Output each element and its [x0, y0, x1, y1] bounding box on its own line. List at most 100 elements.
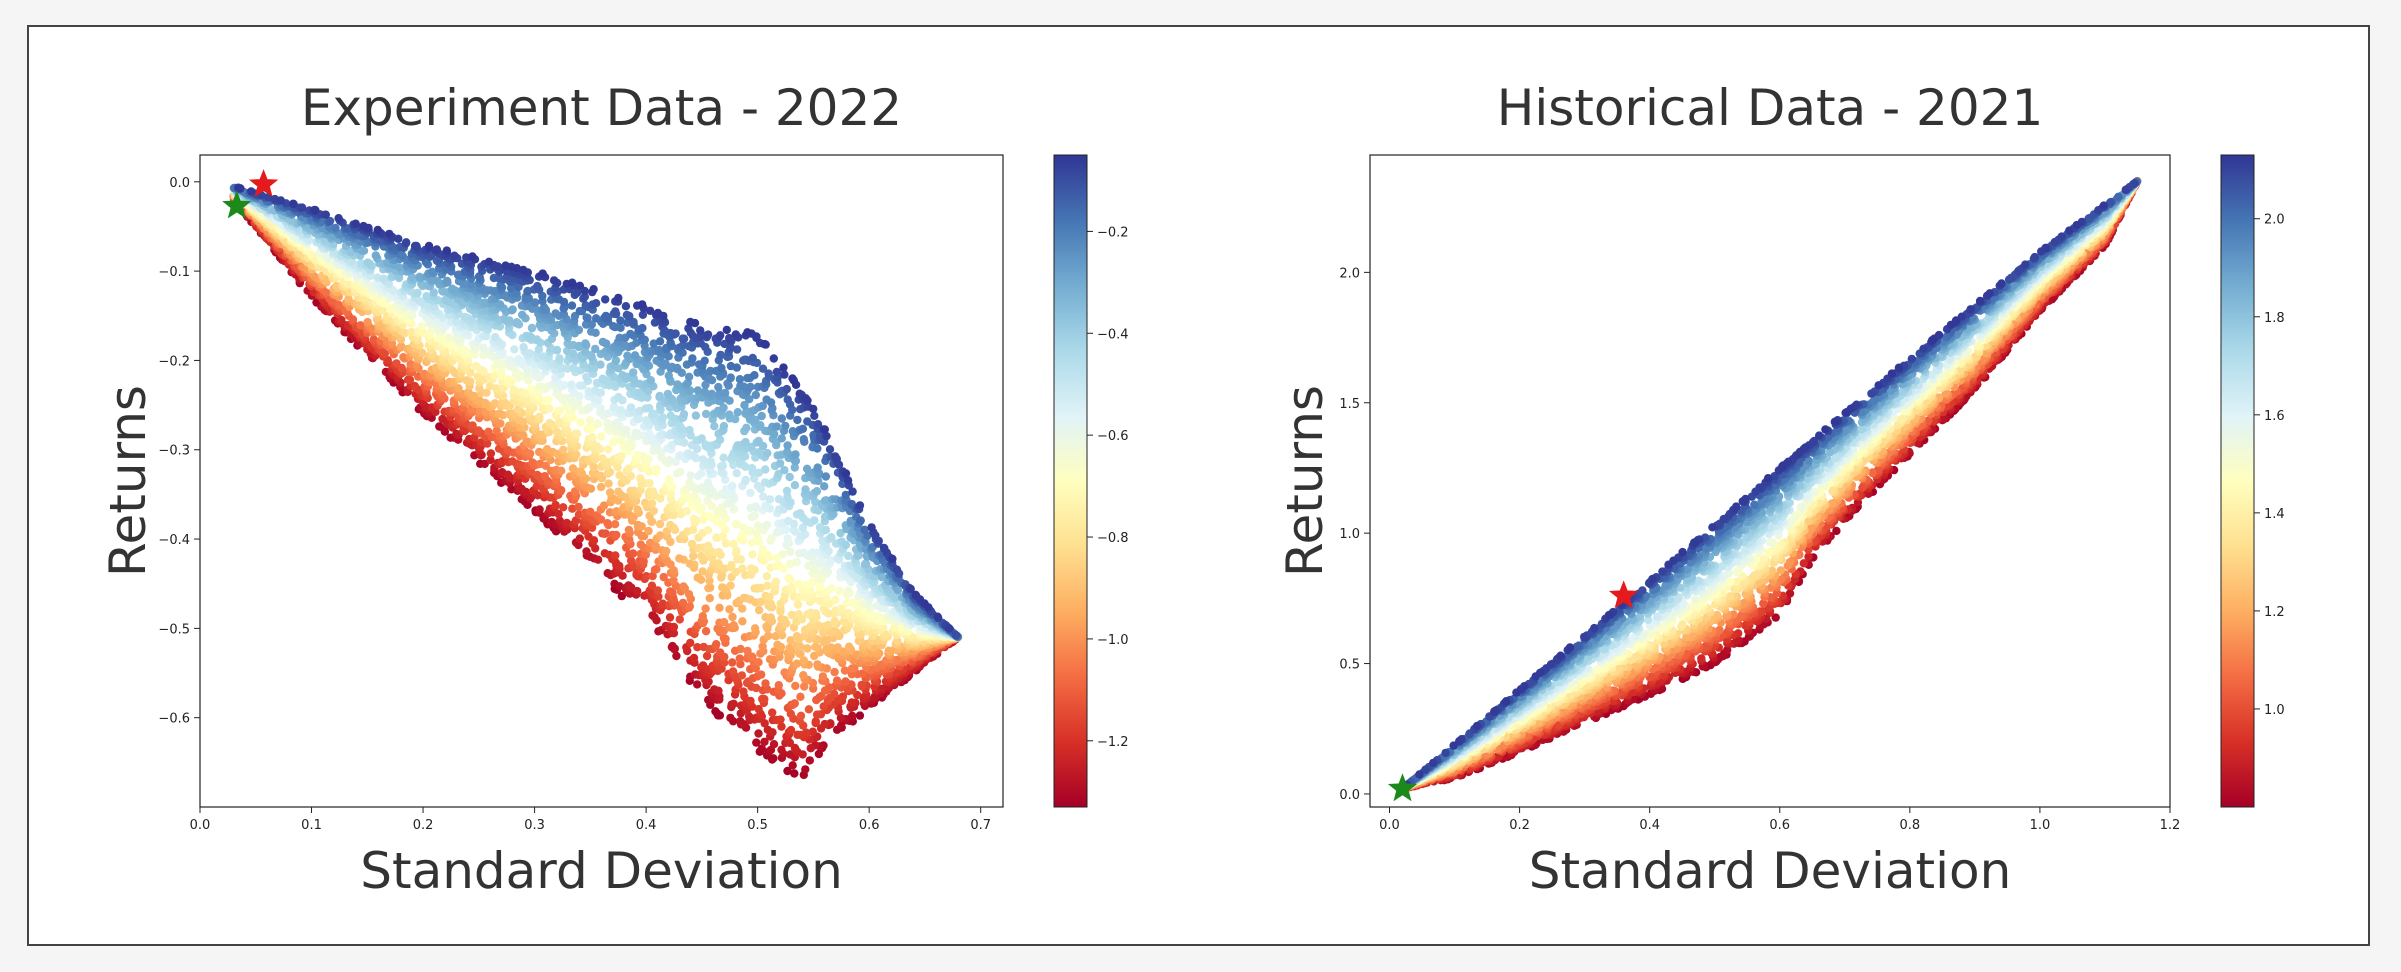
scatter-point	[792, 557, 801, 567]
scatter-point	[781, 525, 790, 534]
scatter-point	[827, 533, 836, 542]
scatter-point	[562, 402, 571, 411]
scatter-point	[752, 683, 761, 693]
scatter-point	[701, 604, 710, 613]
scatter-point	[693, 643, 702, 652]
scatter-point	[717, 363, 726, 373]
scatter-point	[792, 632, 802, 641]
scatter-point	[650, 613, 659, 622]
scatter-point	[551, 500, 560, 510]
scatter-point	[833, 643, 842, 652]
scatter-point	[762, 520, 772, 530]
scatter-point	[746, 696, 755, 706]
scatter-point	[705, 576, 714, 585]
scatter-point	[379, 274, 388, 283]
scatter-point	[766, 599, 776, 608]
scatter-point	[796, 711, 806, 720]
scatter-point	[685, 425, 694, 435]
scatter-point	[756, 583, 766, 593]
scatter-point	[591, 314, 601, 323]
scatter-point	[715, 603, 724, 612]
scatter-point	[830, 617, 839, 626]
scatter-point	[715, 711, 725, 720]
scatter-point	[791, 681, 800, 691]
scatter-point	[334, 300, 344, 310]
scatter-point	[777, 745, 786, 754]
scatter-point	[655, 519, 665, 529]
scatter-point	[679, 555, 688, 564]
scatter-point	[525, 449, 535, 458]
scatter-point	[800, 632, 809, 641]
scatter-point	[538, 404, 547, 413]
scatter-point	[520, 388, 530, 398]
scatter-point	[519, 417, 528, 426]
scatter-point	[798, 523, 808, 532]
scatter-point	[486, 455, 495, 465]
scatter-point	[697, 469, 706, 478]
scatter-point	[764, 369, 773, 378]
scatter-point	[758, 642, 767, 651]
scatter-point	[659, 572, 668, 582]
scatter-point	[783, 534, 792, 543]
scatter-point	[490, 332, 500, 342]
scatter-point	[739, 687, 748, 696]
scatter-point	[700, 356, 709, 365]
scatter-point	[622, 310, 632, 320]
scatter-point	[673, 363, 682, 373]
scatter-point	[790, 699, 799, 708]
scatter-point	[760, 737, 769, 746]
scatter-point	[591, 344, 600, 354]
scatter-point	[518, 310, 527, 319]
scatter-point	[654, 345, 664, 355]
scatter-point	[751, 390, 760, 400]
scatter-point	[523, 437, 533, 447]
scatter-point	[787, 583, 796, 592]
scatter-point	[544, 395, 553, 405]
scatter-point	[503, 470, 513, 479]
scatter-point	[322, 252, 331, 261]
scatter-point	[482, 331, 491, 341]
scatter-point	[716, 648, 725, 657]
scatter-point	[738, 564, 747, 573]
scatter-point	[728, 658, 737, 667]
scatter-point	[645, 479, 654, 488]
scatter-point	[690, 491, 699, 500]
scatter-point	[622, 425, 631, 435]
scatter-point	[818, 536, 827, 545]
scatter-point	[555, 406, 564, 415]
scatter-point	[474, 426, 483, 435]
scatter-point	[658, 413, 668, 422]
scatter-point	[827, 584, 836, 593]
scatter-point	[576, 467, 585, 476]
scatter-point	[703, 496, 712, 506]
scatter-point	[808, 727, 817, 736]
scatter-point	[862, 559, 871, 569]
scatter-point	[727, 561, 736, 570]
scatter-point	[716, 350, 725, 360]
scatter-point	[815, 596, 824, 606]
scatter-point	[686, 638, 695, 648]
scatter-point	[454, 384, 463, 393]
scatter-point	[636, 474, 645, 483]
scatter-point	[611, 551, 620, 560]
scatter-point	[831, 595, 840, 605]
scatter-point	[786, 559, 795, 569]
scatter-point	[682, 507, 692, 516]
scatter-point	[614, 392, 623, 402]
scatter-point	[720, 388, 730, 398]
scatter-point	[838, 692, 848, 701]
scatter-point	[803, 644, 812, 653]
scatter-point	[824, 683, 834, 692]
scatter-point	[768, 708, 777, 717]
scatter-point	[616, 323, 625, 332]
scatter-point	[688, 525, 698, 535]
scatter-point	[806, 744, 815, 753]
scatter-point	[509, 385, 518, 395]
scatter-point	[719, 453, 728, 462]
scatter-point	[552, 345, 562, 355]
scatter-point	[756, 597, 765, 607]
scatter-point	[644, 454, 653, 464]
scatter-point	[857, 680, 866, 690]
scatter-point	[757, 744, 766, 753]
